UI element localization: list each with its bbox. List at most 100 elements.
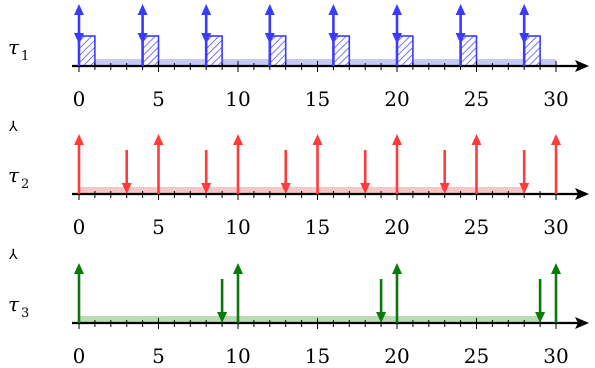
task-1-execution-6 [396, 35, 414, 67]
task-2-release-arrow-4 [312, 134, 323, 194]
task-1-tick-label-15: 15 [305, 87, 330, 111]
task-3-release-arrow-1 [74, 263, 84, 323]
task-2-tick-label-5: 5 [152, 215, 165, 239]
task-3-tick-label-20: 20 [384, 344, 409, 368]
task-2-tick-label-15: 15 [305, 215, 330, 239]
task-1-execution-1 [78, 35, 96, 67]
task-2-release-arrow-1 [74, 134, 84, 194]
task-3-axis-arrowhead [575, 317, 589, 329]
task-3-tick-label-25: 25 [464, 344, 489, 368]
task-3-release-arrow-3-head [392, 263, 402, 274]
task-3-deadline-arrow-2-head [376, 312, 387, 323]
task-3-deadline-arrow-1-head [217, 312, 228, 323]
task-1-execution-2 [141, 35, 160, 67]
task-1-deadline-arrow-5 [328, 32, 339, 44]
task-1-deadline-arrow-3-head [201, 33, 212, 44]
task-2-deadline-arrow-5 [439, 150, 450, 194]
task-2-tick-label-10: 10 [225, 215, 250, 239]
task-3-tick-label-0: 0 [73, 344, 86, 368]
task-2-label-subscript: 2 [21, 177, 29, 192]
task-2-deadline-arrow-6 [519, 150, 530, 194]
task-1-release-arrow-3-head [201, 4, 212, 15]
task-2-tick-label-20: 20 [384, 215, 409, 239]
task-row-3: 0 5 10 15 20 25 30 τ 3 [8, 263, 589, 368]
task-2-deadline-arrow-6-head [519, 183, 530, 194]
task-3-band [79, 316, 541, 323]
task-1-deadline-arrow-7 [455, 32, 466, 44]
task-1-tick-label-25: 25 [464, 87, 489, 111]
task-2-release-arrow-4-head [312, 134, 323, 145]
task-1-deadline-arrow-6 [392, 32, 402, 44]
task-3-deadline-arrow-3 [535, 279, 546, 323]
task-1-release-arrow-8-head [519, 4, 530, 15]
task-3-tick-label-10: 10 [225, 344, 250, 368]
task-1-release-arrow-7-head [455, 4, 466, 15]
task-1-label-subscript: 1 [21, 49, 29, 64]
task-2-deadline-arrow-1 [121, 150, 132, 194]
task-2-tick-label-30: 30 [543, 215, 568, 239]
task-1-axis-arrowhead [575, 60, 589, 72]
task-1-deadline-arrow-1-head [74, 33, 84, 44]
task-1-deadline-arrow-2-head [137, 33, 148, 44]
task-3-deadline-arrow-2 [376, 279, 387, 323]
task-1-release-arrow-6-head [392, 4, 402, 15]
task-2-label: τ [8, 163, 20, 187]
task-3-tick-label-5: 5 [152, 344, 165, 368]
task-2-band [79, 187, 525, 194]
task-1-deadline-arrow-3 [201, 32, 212, 44]
task-1-tick-label-10: 10 [225, 87, 250, 111]
task-2-release-arrow-6-head [471, 134, 482, 145]
task-2-deadline-arrow-4 [360, 150, 371, 194]
task-3-release-arrow-2-head [233, 263, 243, 274]
task-3-deadline-arrow-3-head [535, 312, 546, 323]
task-1-tick-label-5: 5 [152, 87, 165, 111]
task-2-deadline-arrow-2 [201, 150, 212, 194]
task-2-tick-label-25: 25 [464, 215, 489, 239]
task-3-label: τ [8, 292, 20, 316]
task-3-release-arrow-4 [551, 263, 561, 323]
task-1-deadline-arrow-5-head [328, 33, 339, 44]
task-1-release-arrow-1-head [74, 4, 84, 15]
task-1-execution-7 [459, 35, 478, 67]
task-2-tick-label-0: 0 [73, 215, 86, 239]
task-1-deadline-arrow-7-head [455, 33, 466, 44]
task-1-release-arrow-2-head [137, 4, 148, 15]
task-3-deadline-arrow-1 [217, 279, 228, 323]
task-1-execution-4 [268, 35, 287, 67]
task-1-deadline-arrow-2 [137, 32, 148, 44]
task-1-deadline-arrow-4-head [264, 33, 275, 44]
task-2-release-arrow-2 [153, 134, 164, 194]
task-1-release-arrow-5-head [328, 4, 339, 15]
task-2-deadline-arrow-4-head [360, 183, 371, 194]
task-2-release-arrow-3 [233, 134, 243, 194]
task-2-release-arrow-2-head [153, 134, 164, 145]
task-3-release-arrow-4-head [551, 263, 561, 274]
task-2-deadline-arrow-2-head [201, 183, 212, 194]
task-3-release-arrow-3 [392, 263, 402, 323]
task-2-release-arrow-6 [471, 134, 482, 194]
task-1-execution-3 [205, 35, 223, 67]
task-2-release-arrow-5-head [392, 134, 402, 145]
task-2-deadline-arrow-5-head [439, 183, 450, 194]
task-2-deadline-arrow-3 [280, 150, 291, 194]
task-3-label-subscript: 3 [21, 306, 29, 321]
task-1-execution-8 [523, 35, 541, 67]
task-1-deadline-arrow-6-head [392, 33, 402, 44]
task-2-deadline-arrow-3-head [280, 183, 291, 194]
task-1-tick-label-20: 20 [384, 87, 409, 111]
row-separator-2: ⅄ [8, 247, 18, 263]
task-1-deadline-arrow-1 [74, 32, 84, 44]
task-3-release-arrow-2 [233, 263, 243, 323]
task-2-release-arrow-7-head [551, 134, 561, 145]
task-3-tick-label-15: 15 [305, 344, 330, 368]
task-3-tick-label-30: 30 [543, 344, 568, 368]
task-2-release-arrow-3-head [233, 134, 243, 145]
task-2-release-arrow-1-head [74, 134, 84, 145]
task-1-deadline-arrow-8-head [519, 33, 530, 44]
task-2-deadline-arrow-1-head [121, 183, 132, 194]
task-1-tick-label-0: 0 [73, 87, 86, 111]
task-1-label: τ [8, 35, 20, 59]
task-1-deadline-arrow-4 [264, 32, 275, 44]
task-row-2: 0 5 10 15 20 25 30 τ 2 [8, 134, 589, 239]
